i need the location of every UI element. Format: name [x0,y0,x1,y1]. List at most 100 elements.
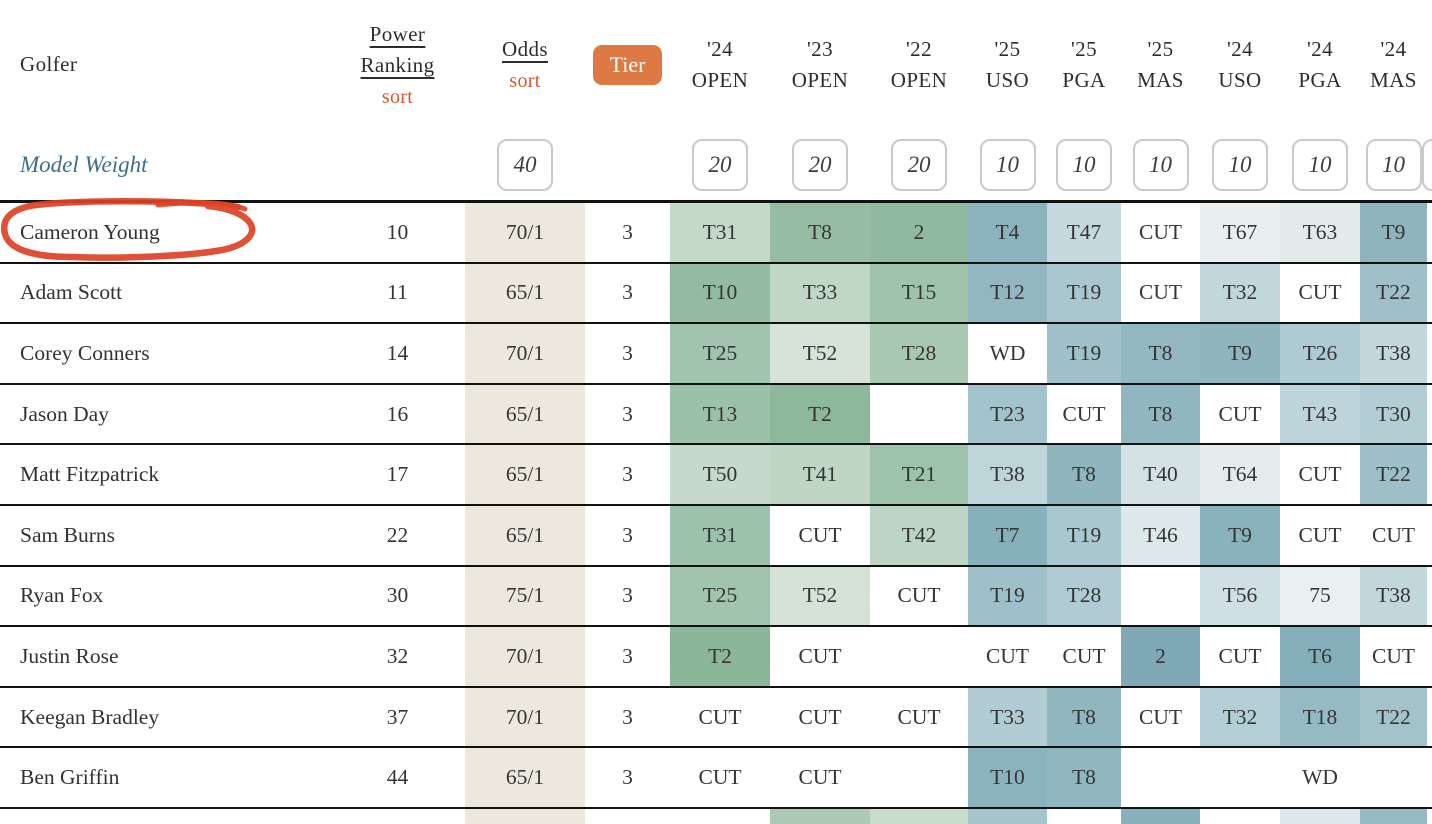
header-row: Golfer Power Ranking sort Odds sort Tier … [0,0,1432,130]
model-weight-input-25-pga[interactable] [1056,139,1112,191]
result-24-open: T2 [670,627,770,686]
result-24-uso [1200,809,1280,824]
column-header-24-mas: '24 MAS [1360,0,1427,130]
result-24-uso: T9 [1200,324,1280,383]
result-25-mas [1121,567,1200,626]
tournament-event: OPEN [791,68,849,92]
model-weight-input-22-open[interactable] [891,139,947,191]
tournament-event: USO [1218,68,1262,92]
tournament-event: PGA [1062,68,1106,92]
result-24-mas: T38 [1360,324,1427,383]
table-row-sam-burns: Sam Burns 22 65/1 3 T31 CUT T42 T7 T19 T46 T9 CUT CU… [0,505,1432,567]
table-row-corey-conners: Corey Conners 14 70/1 3 T25 T52 T28 WD T19 T8 T9 T2… [0,324,1432,385]
tier-button[interactable]: Tier [592,45,663,85]
result-24-pga: WD [1302,765,1338,790]
result-25-uso: T19 [968,566,1047,626]
model-weight-label: Model Weight [20,152,148,177]
result-25-uso: T4 [968,203,1047,262]
result-24-uso: CUT [1218,643,1262,668]
model-weight-input-24-pga[interactable] [1292,139,1348,191]
result-22-open [870,627,968,686]
result-25-mas: T46 [1121,505,1200,565]
result-25-mas: 2 [1121,627,1200,686]
model-weight-row: Model Weight [0,130,1432,203]
result-22-open: CUT [897,583,941,608]
result-24-open: CUT [698,765,742,790]
result-22-open [870,385,968,444]
result-23-open: CUT [798,643,842,668]
result-23-open: CUT [798,765,842,790]
result-24-pga: CUT [1298,522,1342,547]
model-weight-cell-25-uso [968,130,1047,200]
result-25-uso: CUT [986,643,1029,668]
model-weight-empty-tier [585,130,670,200]
result-24-open: T25 [670,324,770,383]
odds-value: 65/1 [465,384,585,444]
result-23-open: CUT [798,704,842,729]
result-22-open: T21 [870,445,968,504]
column-header-22-open: '22 OPEN [870,0,968,130]
result-24-open [670,809,770,824]
tier-value: 3 [622,219,633,244]
tournament-event: PGA [1298,68,1342,92]
table-row-jason-day: Jason Day 16 65/1 3 T13 T2 T23 CUT T8 CUT T43 T30 [0,384,1432,446]
result-24-mas: CUT [1372,522,1415,547]
result-25-uso: T7 [968,505,1047,565]
model-weight-input-23-open[interactable] [792,139,848,191]
result-24-uso: T64 [1200,445,1280,504]
tournament-year: '25 [1071,36,1097,61]
result-overflow [1427,567,1432,626]
column-header-power-ranking: Power Ranking sort [330,0,465,130]
model-weight-cell-24-open [670,130,770,200]
odds-sort-link[interactable]: sort [509,69,541,92]
result-24-open: T31 [670,505,770,565]
column-header-24-open: '24 OPEN [670,0,770,130]
result-24-uso: T32 [1200,687,1280,747]
result-overflow [1427,324,1432,383]
result-22-open [870,808,968,824]
tournament-year: '25 [994,36,1021,61]
model-weight-odds-cell [465,130,585,200]
result-25-pga: CUT [1062,401,1106,426]
table-row-adam-scott: Adam Scott 11 65/1 3 T10 T33 T15 T12 T19 CUT T32 CU… [0,263,1432,325]
model-weight-cell-25-pga [1047,130,1121,200]
model-weight-input-partial[interactable] [1422,139,1432,191]
power-ranking-value: 10 [386,219,409,244]
golfer-name: Adam Scott [20,280,123,305]
result-23-open: T52 [770,324,870,383]
result-24-open: CUT [698,704,742,729]
model-weight-input-odds[interactable] [497,139,553,191]
result-25-uso: T33 [968,687,1047,747]
result-24-open: T13 [670,384,770,444]
model-weight-input-24-mas[interactable] [1365,139,1422,191]
model-weight-input-25-mas[interactable] [1132,139,1189,191]
golfer-name: Ryan Fox [20,583,104,608]
table-row-justin-rose: Justin Rose 32 70/1 3 T2 CUT CUT CUT 2 CUT T6 CUT [0,627,1432,688]
result-25-mas: T8 [1121,324,1200,383]
odds-value: 70/1 [465,324,585,383]
result-24-open: T25 [670,566,770,626]
result-25-pga: T8 [1047,445,1121,504]
model-weight-input-24-open[interactable] [692,139,748,191]
result-24-pga: T6 [1280,627,1360,686]
tournament-event: OPEN [890,68,948,92]
odds-value: 65/1 [465,505,585,565]
result-25-pga: T28 [1047,566,1121,626]
result-24-open: T10 [670,263,770,323]
result-23-open: T8 [770,203,870,262]
odds-sort-label[interactable]: Odds [502,37,548,62]
column-header-25-mas: '25 MAS [1121,0,1200,130]
result-25-pga: T47 [1047,203,1121,262]
model-weight-input-24-uso[interactable] [1212,139,1268,191]
result-25-uso [968,808,1047,824]
model-weight-cell-overflow [1422,130,1432,200]
power-ranking-sort-label[interactable]: Power Ranking [360,21,435,78]
power-ranking-sort-link[interactable]: sort [381,85,414,108]
result-25-mas: T40 [1121,445,1200,504]
result-23-open [770,808,870,824]
result-24-mas: T22 [1360,445,1427,504]
result-overflow [1427,688,1432,747]
model-weight-cell-25-mas [1121,130,1200,200]
model-weight-input-25-uso[interactable] [979,139,1036,191]
